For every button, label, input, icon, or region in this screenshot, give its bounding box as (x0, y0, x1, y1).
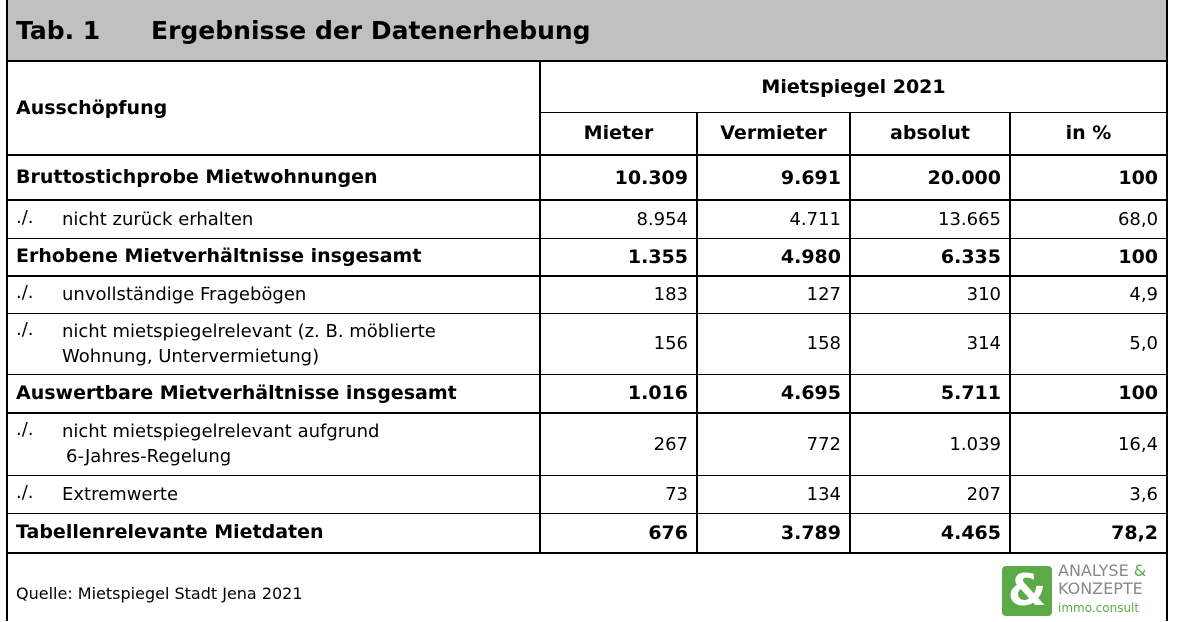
table-title: Ergebnisse der Datenerhebung (151, 15, 591, 45)
corner-header: Ausschöpfung (8, 62, 540, 156)
table-row: Tabellenrelevante Mietdaten 676 3.789 4.465… (8, 513, 1167, 553)
value-cell: 676 (539, 513, 697, 553)
row-label: Tabellenrelevante Mietdaten (16, 520, 324, 545)
row-label-cell: Auswertbare Mietverhältnisse insgesamt (8, 374, 540, 413)
row-label-cell: ./. nicht mietspiegelrelevant aufgrund 6-J… (8, 413, 540, 475)
data-table: Ausschöpfung Mietspiegel 2021 Mieter Verm… (8, 62, 1167, 554)
source: Quelle: Mietspiegel Stadt Jena 2021 (16, 584, 303, 603)
row-label: Bruttostichprobe Mietwohnungen (16, 165, 378, 190)
value-cell: 314 (849, 313, 1010, 374)
table-row: Auswertbare Mietverhältnisse insgesamt 1.… (8, 374, 1167, 413)
row-prefix: ./. (16, 481, 34, 503)
row-label: nicht mietspiegelrelevant aufgrund 6-Jahr… (62, 419, 379, 469)
value-cell: 4,9 (1008, 276, 1167, 313)
row-label-line: 6-Jahres-Regelung (66, 446, 232, 468)
logo-amp: & (1133, 561, 1147, 580)
column-header: Vermieter (696, 112, 850, 155)
value-cell: 183 (539, 276, 697, 313)
table-number: Tab. 1 (16, 15, 101, 45)
value-cell: 4.695 (696, 374, 850, 413)
group-header: Mietspiegel 2021 (538, 62, 1167, 112)
column-header: Mieter (539, 112, 697, 155)
row-prefix: ./. (16, 206, 34, 228)
value-cell: 100 (1008, 155, 1167, 200)
logo-symbol: & (1002, 566, 1052, 616)
value-cell: 4.465 (849, 513, 1010, 553)
value-cell: 1.355 (539, 238, 697, 276)
value-cell: 10.309 (539, 155, 697, 200)
value-cell: 16,4 (1008, 413, 1167, 475)
row-label-line: Auswertbare Mietverhältnisse insgesamt (16, 381, 457, 404)
logo: & ANALYSE & KONZEPTE immo.consult (1002, 562, 1160, 618)
value-cell: 267 (539, 413, 697, 475)
value-cell: 134 (696, 475, 850, 513)
row-label-cell: ./. nicht zurück erhalten (8, 200, 540, 238)
row-label: nicht mietspiegelrelevant (z. B. möblier… (62, 319, 436, 369)
value-cell: 4.980 (696, 238, 850, 276)
row-label: unvollständige Fragebögen (62, 282, 306, 307)
row-label-line: nicht zurück erhalten (62, 208, 254, 230)
row-label-line: nicht mietspiegelrelevant aufgrund (62, 421, 380, 443)
row-label-cell: Erhobene Mietverhältnisse insgesamt (8, 238, 540, 276)
table-row: Bruttostichprobe Mietwohnungen 10.309 9.69… (8, 155, 1167, 200)
row-prefix: ./. (16, 282, 34, 304)
value-cell: 772 (696, 413, 850, 475)
value-cell: 127 (696, 276, 850, 313)
row-label-cell: ./. nicht mietspiegelrelevant (z. B. möbl… (8, 313, 540, 374)
logo-text: ANALYSE (1058, 561, 1129, 580)
value-cell: 156 (539, 313, 697, 374)
value-cell: 1.016 (539, 374, 697, 413)
page: Tab. 1 Ergebnisse der Datenerhebung Auss… (6, 0, 1168, 621)
row-label-line: unvollständige Fragebögen (62, 284, 307, 306)
row-label: Auswertbare Mietverhältnisse insgesamt (16, 381, 457, 406)
table-row: ./. nicht zurück erhalten 8.954 4.711 13.665… (8, 200, 1167, 238)
logo-text: KONZEPTE (1058, 579, 1143, 598)
row-label-line: Bruttostichprobe Mietwohnungen (16, 166, 378, 188)
row-label: Erhobene Mietverhältnisse insgesamt (16, 244, 421, 269)
row-label: Extremwerte (62, 482, 178, 507)
value-cell: 207 (849, 475, 1010, 513)
row-label-line: Wohnung, Untervermietung) (62, 345, 320, 367)
value-cell: 4.711 (696, 200, 850, 238)
column-header: absolut (849, 112, 1010, 155)
title-bar: Tab. 1 Ergebnisse der Datenerhebung (8, 0, 1166, 62)
value-cell: 3.789 (696, 513, 850, 553)
table-row: Erhobene Mietverhältnisse insgesamt 1.355… (8, 238, 1167, 276)
row-label-cell: ./. unvollständige Fragebögen (8, 276, 540, 313)
value-cell: 310 (849, 276, 1010, 313)
value-cell: 73 (539, 475, 697, 513)
value-cell: 3,6 (1008, 475, 1167, 513)
value-cell: 1.039 (849, 413, 1010, 475)
row-label-line: Extremwerte (62, 483, 179, 505)
value-cell: 13.665 (849, 200, 1010, 238)
value-cell: 6.335 (849, 238, 1010, 276)
row-label-cell: Bruttostichprobe Mietwohnungen (8, 155, 540, 200)
value-cell: 20.000 (849, 155, 1010, 200)
row-label: nicht zurück erhalten (62, 207, 253, 232)
logo-text: immo.consult (1058, 601, 1140, 615)
table-row: ./. unvollständige Fragebögen 183 127 310 4,9 (8, 276, 1167, 313)
table-row: ./. nicht mietspiegelrelevant (z. B. möbl… (8, 313, 1167, 374)
column-header: in % (1008, 112, 1167, 155)
table-row: ./. nicht mietspiegelrelevant aufgrund 6-J… (8, 413, 1167, 475)
value-cell: 5,0 (1008, 313, 1167, 374)
value-cell: 68,0 (1008, 200, 1167, 238)
row-label-cell: ./. Extremwerte (8, 475, 540, 513)
row-prefix: ./. (16, 419, 34, 441)
row-label-line: Erhobene Mietverhältnisse insgesamt (16, 245, 422, 268)
value-cell: 5.711 (849, 374, 1010, 413)
value-cell: 100 (1008, 374, 1167, 413)
value-cell: 158 (696, 313, 850, 374)
row-label-line: nicht mietspiegelrelevant (z. B. möblier… (62, 320, 436, 342)
value-cell: 8.954 (539, 200, 697, 238)
footer: Quelle: Mietspiegel Stadt Jena 2021 & AN… (8, 554, 1166, 622)
row-label-cell: Tabellenrelevante Mietdaten (8, 513, 540, 553)
table-row: ./. Extremwerte 73 134 207 3,6 (8, 475, 1167, 513)
value-cell: 78,2 (1008, 513, 1167, 553)
value-cell: 100 (1008, 238, 1167, 276)
row-prefix: ./. (16, 318, 34, 340)
row-label-line: Tabellenrelevante Mietdaten (16, 521, 324, 544)
value-cell: 9.691 (696, 155, 850, 200)
